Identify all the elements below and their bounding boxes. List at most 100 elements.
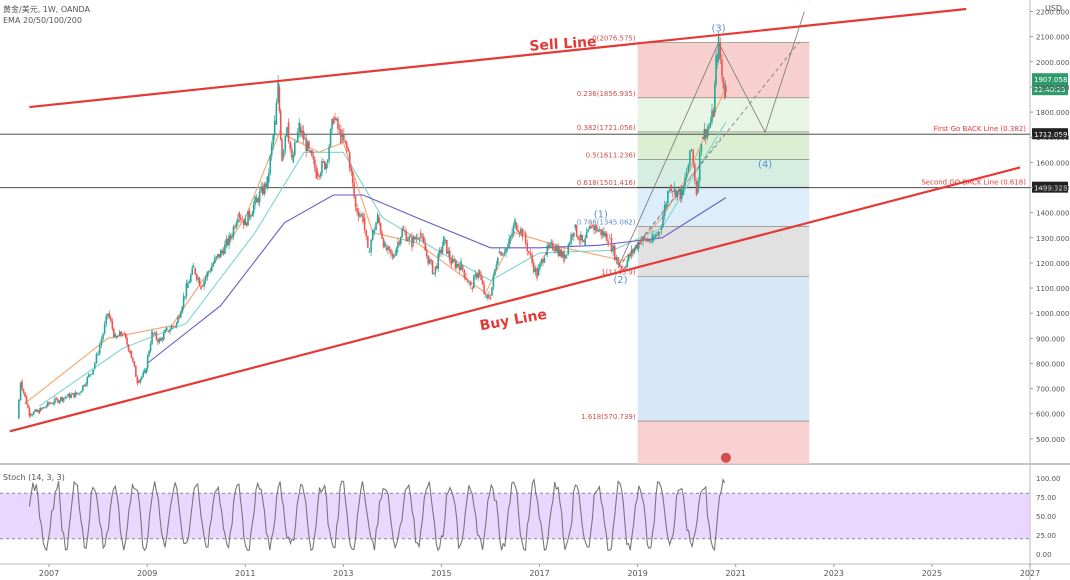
candle-body: [397, 241, 399, 248]
candle-body: [139, 379, 142, 383]
sell-line-label: Sell Line: [529, 34, 597, 55]
candle-body: [567, 244, 570, 255]
candle-body: [640, 240, 643, 242]
candle-body: [237, 218, 239, 223]
candle-body: [645, 238, 648, 242]
candle-body: [143, 370, 146, 373]
candle-body: [178, 316, 181, 318]
y-tick-label: 800.000: [1036, 360, 1065, 368]
candle-body: [421, 236, 424, 238]
candle-body: [187, 283, 189, 289]
candle-body: [318, 176, 320, 177]
candle-body: [151, 330, 153, 344]
candle-body: [351, 171, 354, 183]
candle-body: [483, 284, 485, 294]
buy-line-label: Buy Line: [479, 307, 549, 335]
x-tick-label: 2009: [137, 569, 157, 578]
candle-body: [181, 306, 183, 313]
candle-body: [673, 187, 676, 192]
candle-body: [716, 59, 719, 62]
candle-body: [39, 408, 42, 412]
candle-body: [124, 333, 127, 338]
candle-body: [650, 241, 652, 243]
fib-zone: [637, 159, 810, 188]
candles: [18, 31, 727, 420]
candle-body: [414, 237, 416, 240]
wave-channel-inner: [627, 137, 722, 259]
candle-body: [359, 214, 361, 217]
x-tick-label: 2017: [529, 569, 549, 578]
candle-body: [501, 253, 504, 256]
candle-body: [170, 326, 173, 330]
candle-body: [509, 236, 512, 240]
candle-body: [470, 282, 472, 286]
candle-body: [574, 224, 577, 228]
candle-body: [626, 260, 629, 267]
candle-body: [597, 230, 600, 232]
candle-body: [591, 225, 594, 227]
candle-body: [272, 135, 274, 145]
candle-body: [251, 213, 254, 216]
stoch-k-line: [28, 477, 726, 552]
candle-body: [278, 86, 281, 111]
candle-body: [247, 210, 249, 226]
candle-body: [343, 133, 345, 141]
candle-body: [601, 231, 604, 236]
candle-body: [189, 274, 192, 282]
stoch-y-tick-label: 0.00: [1036, 551, 1052, 559]
x-tick-label: 2015: [431, 569, 451, 578]
candle-body: [438, 249, 441, 254]
candle-body: [498, 251, 501, 253]
candle-body: [27, 404, 29, 408]
candle-body: [34, 409, 36, 412]
candle-body: [373, 230, 376, 233]
candle-body: [515, 222, 518, 230]
candle-body: [431, 261, 434, 274]
candle-body: [707, 127, 710, 130]
candle-body: [684, 177, 686, 186]
candle-body: [100, 339, 103, 346]
candle-body: [263, 183, 266, 195]
candle-body: [488, 294, 490, 298]
candle-body: [64, 397, 67, 399]
fib-level-label: 1.618(570.739): [581, 413, 636, 421]
candle-body: [289, 141, 291, 149]
candle-body: [328, 146, 330, 161]
candle-body: [177, 316, 179, 324]
candle-body: [598, 229, 601, 231]
candle-body: [329, 129, 332, 147]
candle-body: [622, 268, 624, 270]
candle-body: [142, 372, 145, 377]
candle-body: [539, 263, 541, 269]
candle-body: [520, 228, 522, 234]
candle-body: [615, 257, 618, 260]
candle-body: [79, 392, 81, 394]
fib-level-label: 0(2076.575): [592, 35, 636, 43]
candle-body: [646, 240, 649, 242]
candle-body: [437, 253, 440, 269]
candle-body: [717, 36, 720, 60]
candle-body: [398, 241, 401, 244]
ema-line: [38, 121, 727, 407]
candle-body: [481, 279, 484, 285]
candle-body: [157, 339, 159, 343]
candle-body: [163, 332, 165, 340]
candle-body: [714, 83, 716, 113]
candle-body: [123, 333, 125, 335]
candle-body: [175, 322, 178, 327]
candle-body: [570, 234, 572, 244]
candle-body: [148, 351, 150, 356]
candle-body: [368, 251, 371, 253]
candle-body: [281, 139, 283, 162]
candle-body: [21, 381, 23, 390]
candle-body: [360, 214, 363, 215]
candle-body: [406, 240, 409, 242]
candle-body: [460, 261, 462, 271]
candle-body: [448, 250, 451, 260]
candle-body: [575, 224, 578, 237]
candle-body: [255, 197, 258, 203]
candle-body: [531, 254, 533, 264]
candle-body: [436, 266, 438, 269]
candle-body: [430, 259, 432, 262]
